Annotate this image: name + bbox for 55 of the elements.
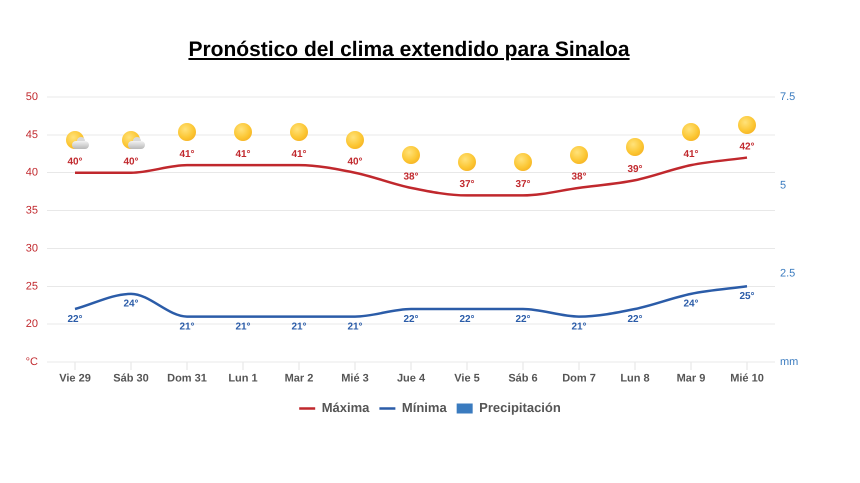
data-label: 22° [627, 314, 643, 325]
x-tick-label: Mié 10 [730, 372, 764, 385]
x-tick-label: Vie 5 [454, 372, 480, 385]
data-label: 21° [179, 321, 195, 332]
data-label: 37° [459, 179, 475, 190]
data-label: 38° [403, 172, 419, 183]
legend-label: Máxima [322, 400, 370, 416]
x-tick-label: Dom 7 [562, 372, 596, 385]
data-label: 38° [571, 172, 587, 183]
data-label: 21° [571, 321, 587, 332]
x-tick-label: Mar 2 [284, 372, 314, 385]
legend-label: Precipitación [479, 400, 561, 416]
data-label: 21° [235, 321, 251, 332]
legend-label: Mínima [402, 400, 448, 416]
x-tick-label: Lun 8 [620, 372, 650, 385]
x-tick-label: Sáb 6 [508, 372, 538, 385]
y-tick-label: 25 [26, 280, 38, 292]
data-label: 40° [67, 156, 83, 168]
y-tick-label: 50 [26, 91, 38, 104]
data-label: 41° [179, 148, 195, 160]
y2-tick-label: mm [780, 356, 798, 368]
data-label: 22° [459, 314, 475, 325]
y-tick-label: °C [26, 356, 38, 368]
data-label: 22° [515, 314, 531, 325]
x-tick-label: Lun 1 [228, 372, 258, 385]
y2-tick-label: 7.5 [780, 91, 796, 104]
y2-tick-label: 5 [780, 179, 786, 192]
data-label: 41° [291, 148, 307, 160]
y2-tick-label: 2.5 [780, 268, 796, 280]
y-tick-label: 35 [26, 204, 38, 217]
data-label: 21° [347, 321, 363, 332]
x-tick-label: Dom 31 [167, 372, 207, 385]
y-tick-label: 45 [26, 128, 38, 141]
x-tick-label: Mar 9 [676, 372, 706, 385]
chart-title: Pronóstico del clima extendido para Sinaloa [187, 37, 631, 63]
data-label: 21° [291, 321, 307, 332]
data-label: 24° [123, 298, 139, 310]
data-label: 41° [683, 148, 699, 160]
data-label: 40° [347, 156, 363, 168]
y-tick-label: 20 [26, 318, 38, 330]
data-label: 37° [515, 179, 531, 190]
x-tick-label: Vie 29 [59, 372, 91, 385]
data-label: 25° [739, 291, 755, 302]
data-label: 42° [739, 141, 755, 152]
data-label: 39° [627, 164, 643, 176]
x-tick-label: Jue 4 [396, 372, 426, 385]
y-tick-label: 40 [26, 166, 38, 179]
x-tick-label: Sáb 30 [113, 372, 149, 385]
data-label: 24° [683, 298, 699, 310]
x-tick-label: Mié 3 [341, 372, 369, 385]
y-tick-label: 30 [26, 242, 38, 254]
data-label: 40° [123, 156, 139, 168]
data-label: 41° [235, 148, 251, 160]
data-label: 22° [67, 314, 83, 325]
data-label: 22° [403, 314, 419, 325]
